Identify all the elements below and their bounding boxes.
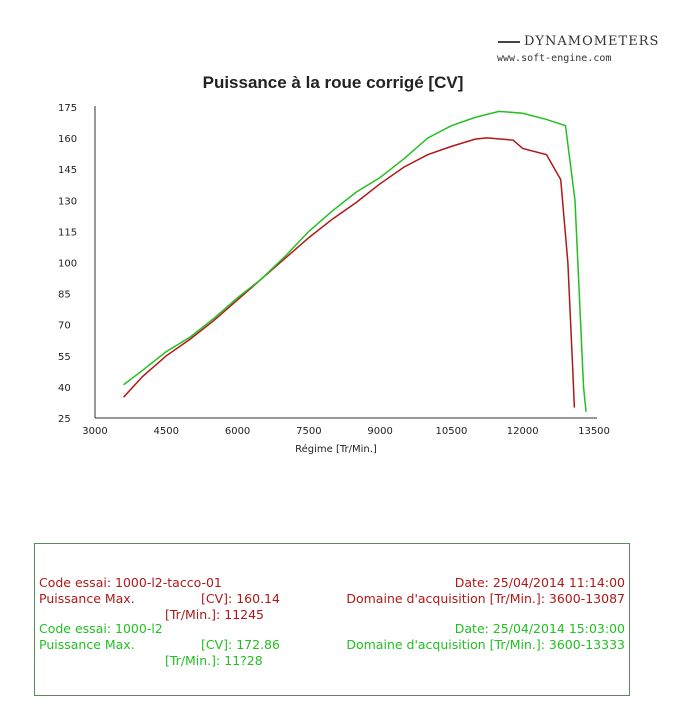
y-tick-label: 115 [58, 227, 77, 238]
run1-date: Date: 25/04/2014 11:14:00 [454, 575, 625, 590]
y-tick-label: 25 [58, 414, 71, 425]
x-tick-label: 10500 [436, 426, 468, 437]
info-panel: Code essai: 1000-l2-tacco-01 Date: 25/04… [34, 543, 630, 696]
x-axis-label: Régime [Tr/Min.] [295, 443, 377, 455]
y-tick-label: 70 [58, 321, 71, 332]
y-tick-label: 85 [58, 290, 71, 301]
series-line-1 [122, 137, 576, 408]
x-tick-label: 9000 [367, 426, 392, 437]
series-line-2 [123, 110, 587, 412]
run1-rpm: [Tr/Min.]: 11245 [165, 607, 265, 622]
y-tick-label: 160 [58, 134, 77, 145]
y-tick-label: 100 [58, 259, 77, 270]
run2-pmax-label: Puissance Max. [39, 637, 135, 652]
brand-logo: DYNAMOMETERS [498, 34, 659, 49]
run2-cv: [CV]: 172.86 [201, 637, 280, 652]
y-tick-label: 145 [58, 165, 77, 176]
x-tick-label: 6000 [225, 426, 250, 437]
x-tick-label: 4500 [154, 426, 179, 437]
brand-url: www.soft-engine.com [497, 53, 612, 64]
run2-code: Code essai: 1000-l2 [39, 621, 163, 636]
run1-domain: Domaine d'acquisition [Tr/Min.]: 3600-13… [346, 591, 625, 606]
y-tick-label: 55 [58, 352, 71, 363]
x-tick-label: 7500 [296, 426, 321, 437]
run1-pmax-label: Puissance Max. [39, 591, 135, 606]
run1-code: Code essai: 1000-l2-tacco-01 [39, 575, 222, 590]
chart-title: Puissance à la roue corrigé [CV] [203, 73, 464, 92]
run2-date: Date: 25/04/2014 15:03:00 [454, 621, 625, 636]
run2-rpm: [Tr/Min.]: 11?28 [165, 653, 263, 668]
power-chart: Puissance à la roue corrigé [CV] Régime … [58, 73, 610, 455]
run1-cv: [CV]: 160.14 [201, 591, 280, 606]
run2-domain: Domaine d'acquisition [Tr/Min.]: 3600-13… [346, 637, 625, 652]
y-tick-label: 40 [58, 383, 71, 394]
brand-name: DYNAMOMETERS [524, 34, 660, 49]
y-tick-label: 130 [58, 196, 77, 207]
x-tick-label: 13500 [578, 426, 610, 437]
y-tick-label: 175 [58, 103, 77, 114]
x-tick-label: 3000 [82, 426, 107, 437]
x-tick-label: 12000 [507, 426, 539, 437]
